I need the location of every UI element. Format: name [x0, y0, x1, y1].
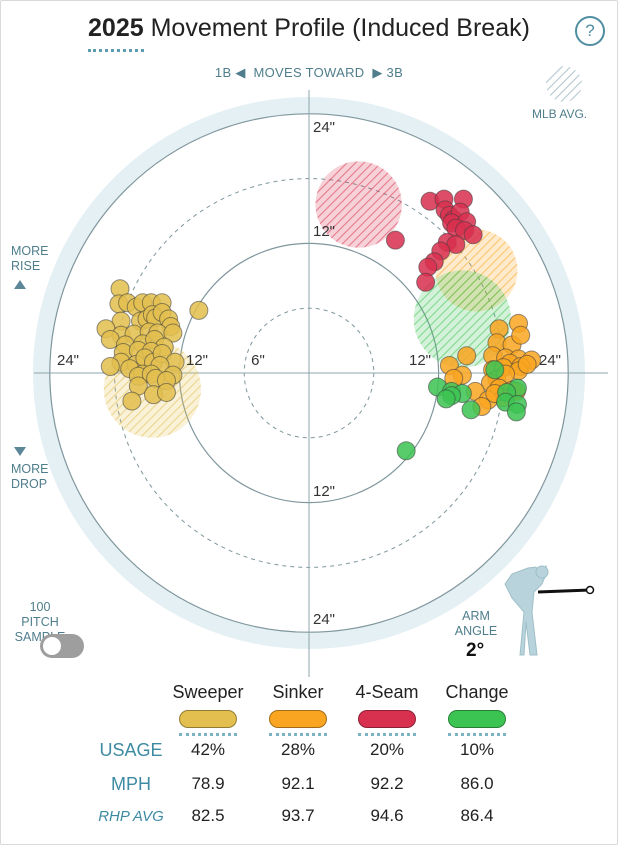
sinker-point [457, 346, 477, 366]
direction-moves-toward: MOVES TOWARD [253, 65, 365, 80]
sweeper-point [163, 323, 183, 343]
sweeper-point [156, 382, 176, 402]
legend-sinker[interactable]: Sinker [272, 682, 324, 702]
sinker-point [511, 325, 531, 345]
4seam-point [416, 272, 436, 292]
right-triangle-icon: ▶ [372, 65, 383, 80]
mlb-avg-hatch [315, 161, 402, 248]
arm-angle-label: ARM ANGLE [449, 609, 503, 639]
down-triangle-icon [14, 447, 26, 456]
legend-4seam[interactable]: 4-Seam [355, 682, 419, 702]
more-rise-line1: MORE [11, 244, 49, 258]
sample-toggle[interactable] [40, 634, 84, 658]
rhp-avg-row-label: RHP AVG [98, 808, 164, 825]
legend-change[interactable]: Change [445, 682, 509, 702]
arm-angle-value: 2° [466, 640, 485, 661]
mlb-avg-label: MLB AVG. [532, 107, 588, 121]
bottom-12-label: 12" [313, 483, 335, 500]
season-year[interactable]: 2025 [88, 14, 144, 52]
change-usage: 10% [459, 740, 495, 759]
more-rise-line2: RISE [11, 259, 41, 273]
arm-angle-line2: ANGLE [454, 624, 498, 638]
change-point [461, 400, 481, 420]
sweeper-rhp-avg: 82.5 [191, 806, 225, 825]
more-rise-label: MORE RISE [11, 244, 49, 289]
top-24-label: 24" [313, 119, 335, 136]
4seam-point [463, 225, 483, 245]
4seam-underline [358, 733, 416, 736]
pitch-points [96, 189, 541, 461]
left-triangle-icon: ◀ [235, 65, 246, 80]
4seam-swatch[interactable] [358, 710, 416, 728]
4seam-mph: 92.2 [370, 774, 404, 793]
sinker-usage: 28% [280, 740, 316, 759]
more-drop-label: MORE DROP [11, 447, 49, 492]
change-swatch[interactable] [448, 710, 506, 728]
left-12-label: 12" [186, 352, 208, 369]
mlb-avg-4seam [315, 161, 402, 248]
mph-row-label: MPH [111, 774, 151, 794]
sinker-underline [269, 733, 327, 736]
sweeper-underline [179, 733, 237, 736]
title-text: Movement Profile (Induced Break) [150, 14, 530, 42]
change-rhp-avg: 86.4 [460, 806, 494, 825]
mlb-avg-change [413, 270, 511, 368]
sinker-rhp-avg: 93.7 [281, 806, 315, 825]
sweeper-point [122, 391, 142, 411]
left-6-label: 6" [251, 352, 265, 369]
right-12-label: 12" [409, 352, 431, 369]
pitcher-silhouette-icon [504, 564, 595, 656]
usage-row-label: USAGE [99, 740, 163, 760]
help-icon[interactable]: ? [575, 16, 605, 46]
change-underline [448, 733, 506, 736]
sinker-mph: 92.1 [281, 774, 315, 793]
toggle-knob [43, 637, 61, 655]
mlb-avg-hatch [413, 270, 511, 368]
direction-3b: 3B [386, 65, 404, 80]
page-title: 2025 Movement Profile (Induced Break) [0, 14, 618, 52]
4seam-point [385, 230, 405, 250]
more-drop-line1: MORE [11, 462, 49, 476]
sweeper-usage: 42% [190, 740, 226, 759]
change-point [396, 441, 416, 461]
bottom-24-label: 24" [313, 611, 335, 628]
left-24-label: 24" [57, 352, 79, 369]
change-point [506, 402, 526, 422]
top-12-label: 12" [313, 223, 335, 240]
sweeper-mph: 78.9 [191, 774, 225, 793]
sample-line1: 100 PITCH [21, 600, 59, 629]
change-point [436, 389, 456, 409]
sweeper-swatch[interactable] [179, 710, 237, 728]
arm-angle-line1: ARM [462, 609, 490, 623]
sinker-point [517, 354, 537, 374]
change-mph: 86.0 [460, 774, 494, 793]
4seam-rhp-avg: 94.6 [370, 806, 404, 825]
more-drop-line2: DROP [11, 477, 48, 491]
up-triangle-icon [14, 280, 26, 289]
right-24-label: 24" [539, 352, 561, 369]
legend-sweeper[interactable]: Sweeper [172, 682, 244, 702]
sinker-swatch[interactable] [269, 710, 327, 728]
change-point [485, 360, 505, 380]
sweeper-point [100, 357, 120, 377]
ring-labels: 24" 12" 6" 12" 24" 24" 12" 12" 24" [57, 119, 561, 628]
direction-legend: 1B ◀ MOVES TOWARD ▶ 3B [0, 65, 618, 81]
4seam-usage: 20% [369, 740, 405, 759]
direction-1b: 1B [214, 65, 232, 80]
sweeper-point [189, 300, 209, 320]
mlb-avg-swatch [546, 66, 582, 102]
